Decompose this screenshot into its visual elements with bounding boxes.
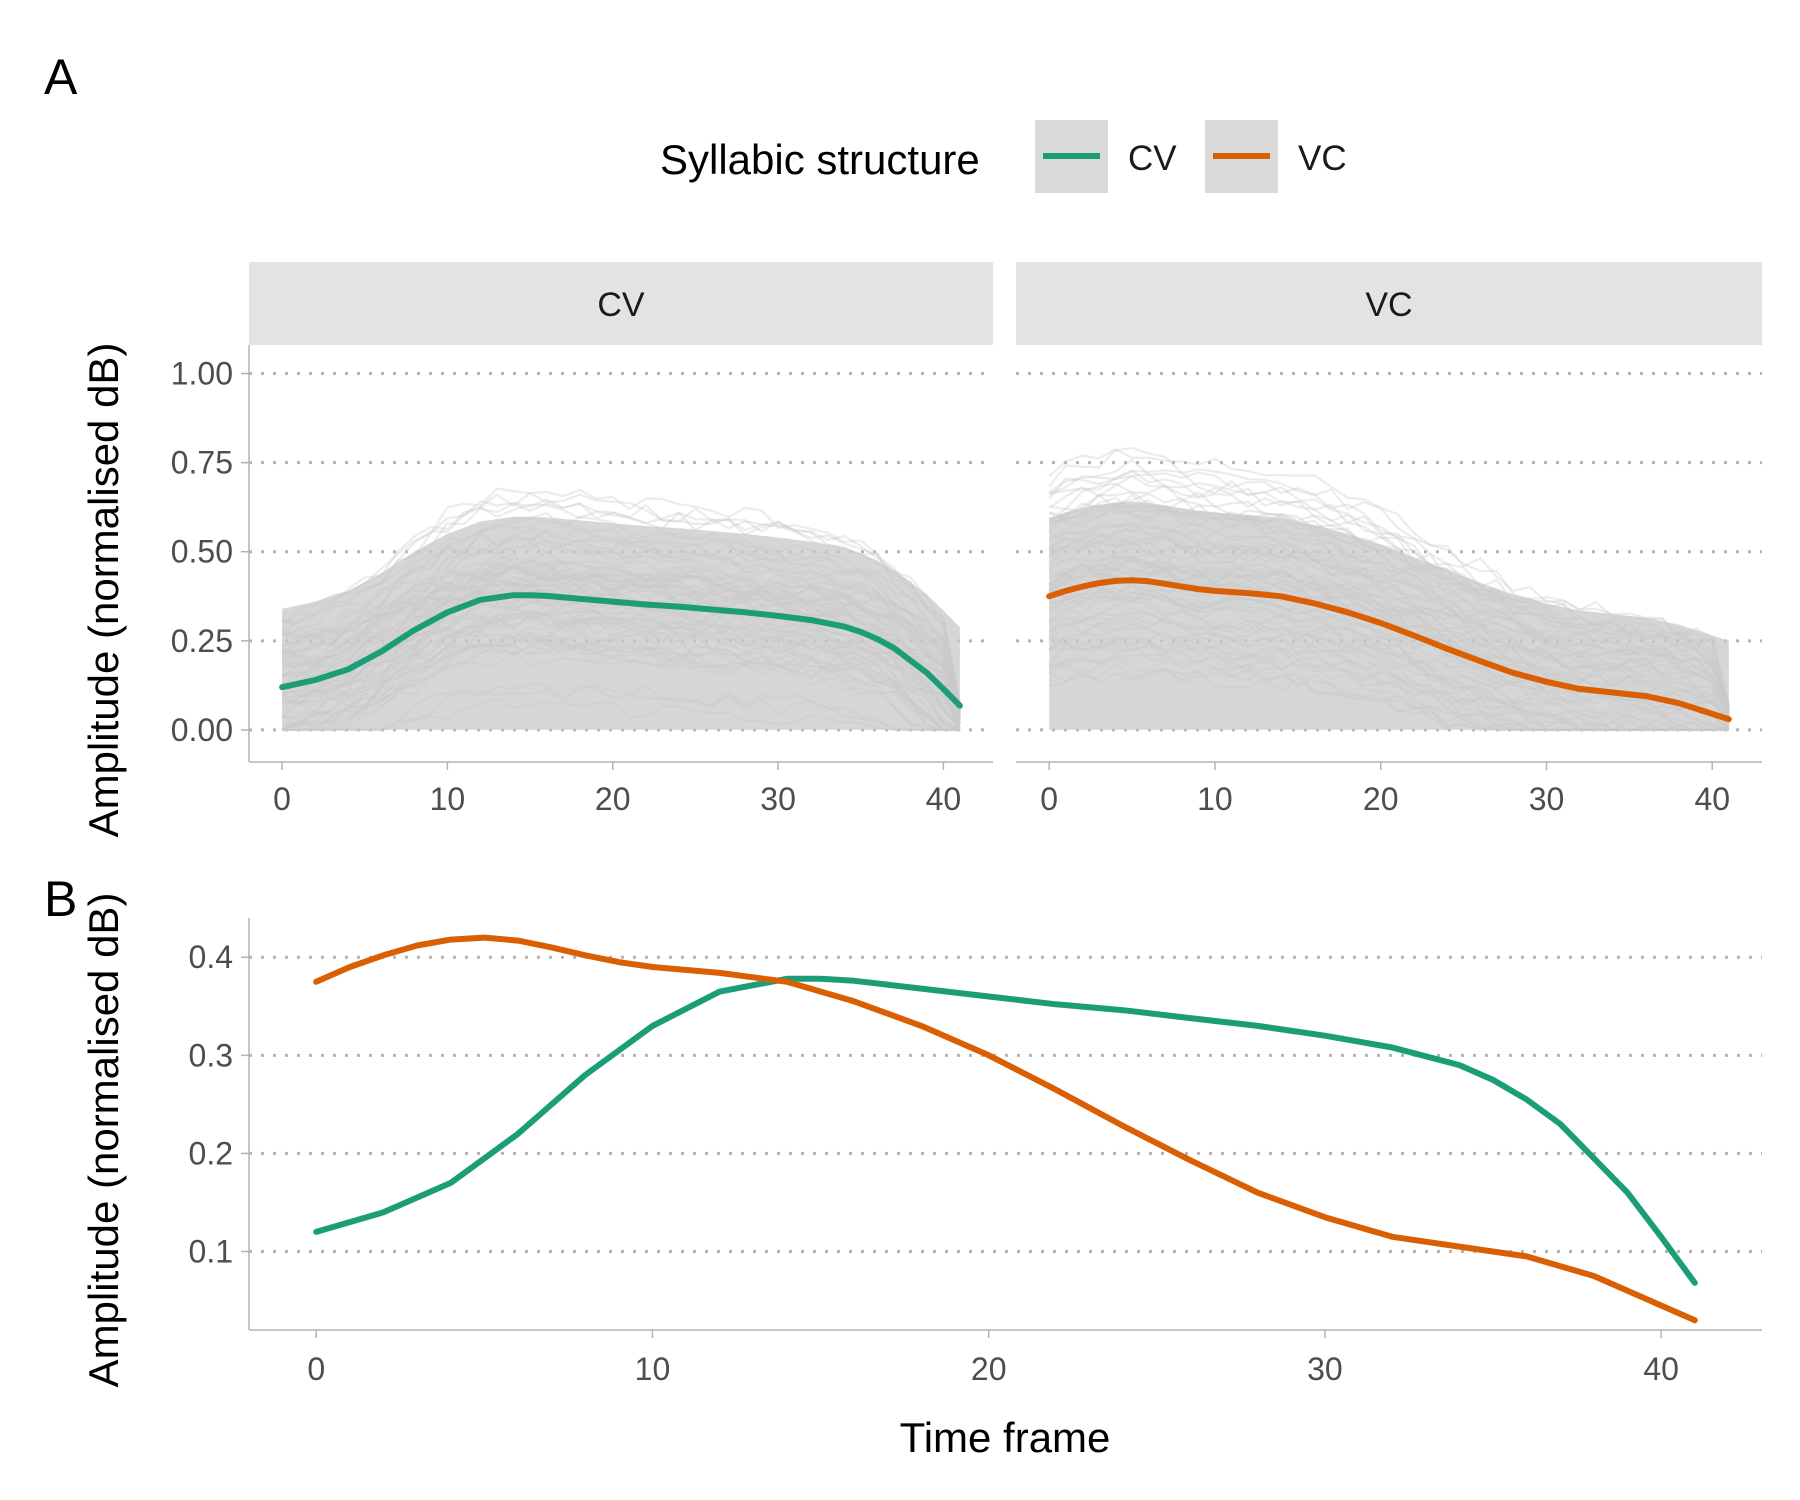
x-tick-label: 30 <box>1529 781 1565 817</box>
series-line-vc <box>1046 577 1732 723</box>
facet-strip-label-cv: CV <box>597 286 645 324</box>
panel-b-axes: 0.1 0.2 0.3 0.4 0 10 20 30 40 <box>189 918 1762 1387</box>
x-tick-label: 10 <box>1197 781 1233 817</box>
y-tick-label: 0.50 <box>171 534 233 570</box>
x-tick-label: 0 <box>1040 781 1058 817</box>
panel-a-y-axis-title: Amplitude (normalised dB) <box>80 343 127 838</box>
panel-a-tag: A <box>44 49 78 105</box>
x-tick-label: 20 <box>971 1351 1007 1387</box>
y-tick-label: 0.3 <box>189 1037 233 1073</box>
legend-title: Syllabic structure <box>660 136 980 183</box>
legend-label-vc: VC <box>1298 139 1347 178</box>
panel-b-tag: B <box>44 871 77 927</box>
y-tick-label: 0.2 <box>189 1135 233 1171</box>
y-tick-label: 0.4 <box>189 939 233 975</box>
x-tick-label: 20 <box>1363 781 1399 817</box>
facet-strip-label-vc: VC <box>1365 286 1412 324</box>
facet-strip-cv <box>249 262 993 345</box>
x-tick-label: 40 <box>1694 781 1730 817</box>
panel-b-lines <box>313 934 1698 1324</box>
x-tick-label: 40 <box>926 781 962 817</box>
series-line-cv <box>279 592 963 709</box>
y-tick-label: 0.1 <box>189 1234 233 1270</box>
x-tick-label: 0 <box>307 1351 325 1387</box>
y-tick-label: 1.00 <box>171 356 233 392</box>
panel-b-x-axis-title: Time frame <box>900 1414 1111 1461</box>
x-tick-label: 0 <box>273 781 291 817</box>
y-tick-label: 0.00 <box>171 712 233 748</box>
panel-a-individual-traces <box>281 446 1730 732</box>
series-line-cv <box>313 975 1698 1286</box>
individual-trace <box>1048 446 1730 706</box>
facet-strip-vc <box>1016 262 1762 345</box>
individual-trace <box>282 491 961 705</box>
legend-label-cv: CV <box>1128 139 1177 178</box>
panel-b-y-axis-title: Amplitude (normalised dB) <box>80 893 127 1388</box>
individual-trace <box>281 487 961 703</box>
panel-a-axes: 0 10 20 30 40 0.00 0.25 0.50 0.75 1.00 0 10 20 30 40 <box>171 345 1762 817</box>
x-tick-label: 20 <box>595 781 631 817</box>
y-tick-label: 0.75 <box>171 445 233 481</box>
x-tick-label: 10 <box>430 781 466 817</box>
panel-a-strips: CV VC <box>249 262 1762 345</box>
x-tick-label: 40 <box>1643 1351 1679 1387</box>
x-tick-label: 10 <box>635 1351 671 1387</box>
series-line-vc <box>313 934 1698 1324</box>
individual-trace-density <box>1049 501 1729 730</box>
individual-trace-density <box>282 516 960 730</box>
y-tick-label: 0.25 <box>171 623 233 659</box>
x-tick-label: 30 <box>760 781 796 817</box>
panel-a-mean-lines <box>279 577 1732 723</box>
x-tick-label: 30 <box>1307 1351 1343 1387</box>
legend: Syllabic structure CV VC <box>660 120 1347 193</box>
